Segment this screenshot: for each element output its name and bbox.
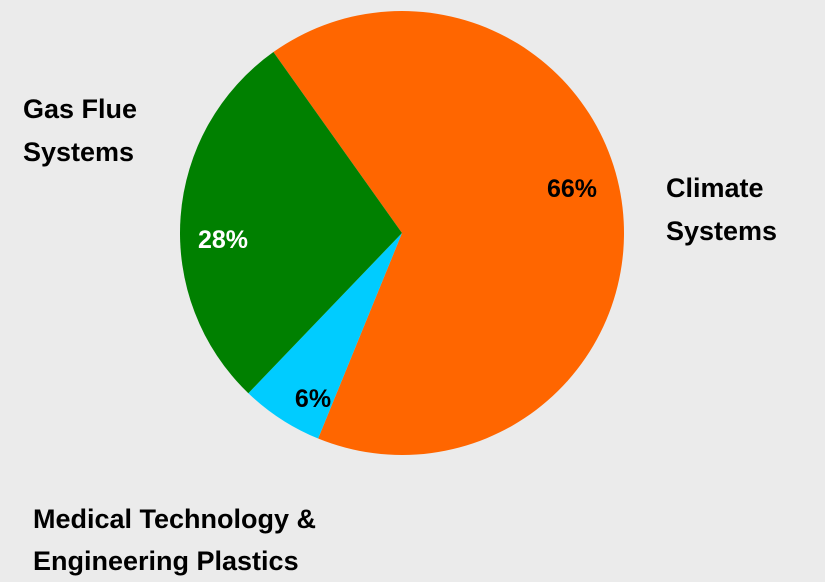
category-label-medical-technology-line2: Engineering Plastics: [33, 546, 299, 576]
pie-category-labels: Climate Systems Medical Technology & Eng…: [23, 94, 777, 576]
category-label-medical-technology-line1: Medical Technology &: [33, 504, 316, 534]
category-label-gas-flue-systems-line1: Gas Flue: [23, 94, 137, 124]
pie-slice-gas-flue-systems: [179, 52, 402, 394]
pie-slices: [179, 10, 624, 455]
category-label-climate-systems-line2: Systems: [666, 216, 777, 246]
category-label-climate-systems-line1: Climate: [666, 173, 764, 203]
value-label-gas-flue-systems: 28%: [198, 226, 248, 254]
value-label-climate-systems: 66%: [547, 175, 597, 203]
pie-value-labels: 66% 6% 28%: [198, 175, 597, 413]
category-label-gas-flue-systems-line2: Systems: [23, 137, 134, 167]
value-label-medical-technology: 6%: [295, 385, 331, 413]
pie-slice-medical-technology: [248, 233, 402, 439]
pie-slice-climate-systems: [273, 10, 624, 455]
